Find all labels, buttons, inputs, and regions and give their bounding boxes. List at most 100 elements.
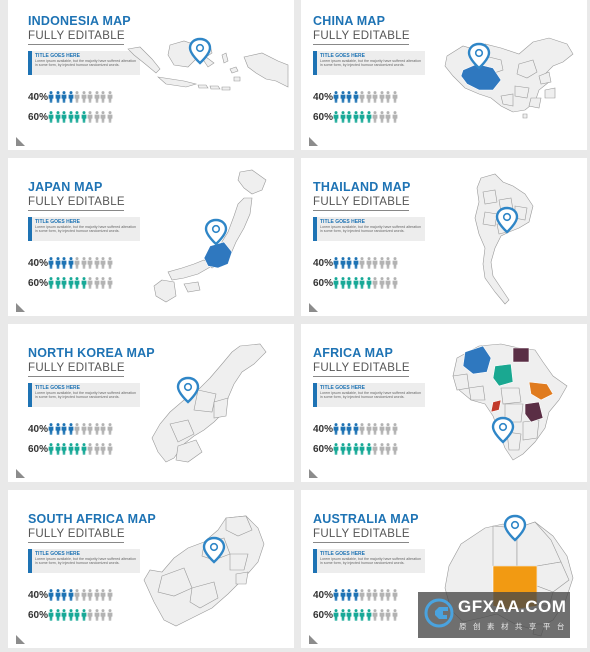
person-icon: [68, 91, 73, 103]
person-icon: [107, 91, 112, 103]
person-icon: [392, 609, 397, 621]
africa-map: [452, 343, 568, 461]
text-box: TITLE GOES HERE Lorem ipsum available, b…: [313, 51, 425, 75]
slide-indonesia[interactable]: INDONESIA MAP FULLY EDITABLE TITLE GOES …: [8, 0, 294, 150]
person-icon: [61, 91, 67, 103]
person-icon: [81, 589, 86, 601]
person-icon: [353, 257, 358, 269]
text-box-body: Lorem ipsum available, but the majority …: [35, 557, 137, 566]
slide-south-africa[interactable]: SOUTH AFRICA MAP FULLY EDITABLE TITLE GO…: [8, 490, 294, 648]
person-icon: [68, 609, 73, 621]
person-icon: [68, 443, 73, 455]
person-icon: [68, 589, 73, 601]
person-icon: [87, 589, 93, 601]
text-box: TITLE GOES HERE Lorem ipsum available, b…: [313, 383, 425, 407]
slide-japan[interactable]: JAPAN MAP FULLY EDITABLE TITLE GOES HERE…: [8, 158, 294, 316]
person-icon: [385, 257, 391, 269]
person-icon: [353, 277, 358, 289]
person-icon: [48, 91, 54, 103]
text-box-accent-bar: [28, 383, 32, 407]
person-icon: [100, 111, 106, 123]
location-pin-icon: [503, 514, 527, 542]
slide-africa[interactable]: AFRICA MAP FULLY EDITABLE TITLE GOES HER…: [301, 324, 587, 482]
stat-percent: 40%: [313, 589, 334, 601]
person-icon: [100, 443, 106, 455]
person-icon: [333, 609, 339, 621]
person-icon: [340, 257, 345, 269]
slide-title: CHINA MAP: [313, 14, 386, 28]
person-icon: [372, 257, 378, 269]
stat-percent: 60%: [28, 443, 49, 455]
people-icons: [48, 91, 113, 103]
person-icon: [379, 609, 384, 621]
slide-subtitle: FULLY EDITABLE: [313, 30, 410, 42]
person-icon: [81, 257, 86, 269]
text-box-accent-bar: [28, 217, 32, 241]
person-icon: [359, 589, 365, 601]
stat-percent: 40%: [28, 91, 49, 103]
person-icon: [61, 111, 67, 123]
person-icon: [107, 423, 112, 435]
corner-fold-icon: [309, 469, 318, 478]
person-icon: [359, 423, 365, 435]
person-icon: [94, 111, 99, 123]
person-icon: [372, 91, 378, 103]
text-box-body: Lorem ipsum available, but the majority …: [320, 225, 422, 234]
people-icons: [48, 443, 113, 455]
text-box: TITLE GOES HERE Lorem ipsum available, b…: [28, 217, 140, 241]
stat-row-60: 60%: [28, 608, 113, 622]
person-icon: [61, 443, 67, 455]
person-icon: [392, 423, 397, 435]
slide-thailand[interactable]: THAILAND MAP FULLY EDITABLE TITLE GOES H…: [301, 158, 587, 316]
stat-percent: 60%: [313, 609, 334, 621]
person-icon: [100, 609, 106, 621]
stat-row-40: 40%: [313, 256, 398, 270]
south-africa-map: [143, 515, 265, 627]
person-icon: [94, 277, 99, 289]
person-icon: [379, 91, 384, 103]
slide-china[interactable]: CHINA MAP FULLY EDITABLE TITLE GOES HERE…: [301, 0, 587, 150]
watermark: GFXAA.COM 原 创 素 材 共 享 平 台: [418, 592, 570, 638]
slide-north-korea[interactable]: NORTH KOREA MAP FULLY EDITABLE TITLE GOE…: [8, 324, 294, 482]
person-icon: [359, 91, 365, 103]
corner-fold-icon: [309, 137, 318, 146]
stat-percent: 40%: [313, 257, 334, 269]
location-pin-icon: [202, 536, 226, 564]
slide-title: NORTH KOREA MAP: [28, 346, 155, 360]
person-icon: [87, 443, 93, 455]
person-icon: [74, 609, 80, 621]
person-icon: [392, 589, 397, 601]
text-box-title: TITLE GOES HERE: [35, 385, 81, 391]
text-box-accent-bar: [28, 51, 32, 75]
person-icon: [74, 277, 80, 289]
person-icon: [346, 589, 352, 601]
text-box-title: TITLE GOES HERE: [35, 53, 81, 59]
person-icon: [100, 423, 106, 435]
text-box-body: Lorem ipsum available, but the majority …: [320, 391, 422, 400]
stat-percent: 60%: [28, 111, 49, 123]
people-icons: [333, 423, 398, 435]
text-box: TITLE GOES HERE Lorem ipsum available, b…: [28, 383, 140, 407]
person-icon: [340, 589, 345, 601]
slide-title: AFRICA MAP: [313, 346, 394, 360]
person-icon: [346, 111, 352, 123]
text-box-body: Lorem ipsum available, but the majority …: [35, 59, 137, 68]
person-icon: [94, 443, 99, 455]
person-icon: [379, 257, 384, 269]
person-icon: [353, 589, 358, 601]
thailand-map: [474, 173, 534, 305]
person-icon: [385, 277, 391, 289]
person-icon: [353, 443, 358, 455]
person-icon: [385, 111, 391, 123]
person-icon: [366, 257, 371, 269]
person-icon: [359, 609, 365, 621]
person-icon: [346, 91, 352, 103]
person-icon: [68, 257, 73, 269]
text-box-title: TITLE GOES HERE: [320, 551, 366, 557]
text-box-title: TITLE GOES HERE: [320, 53, 366, 59]
person-icon: [379, 423, 384, 435]
person-icon: [372, 277, 378, 289]
person-icon: [346, 443, 352, 455]
location-pin-icon: [204, 218, 228, 246]
person-icon: [346, 609, 352, 621]
